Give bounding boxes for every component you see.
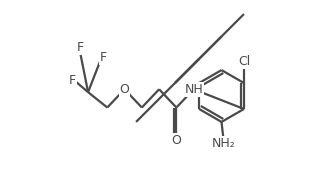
Text: Cl: Cl bbox=[238, 55, 250, 68]
Text: F: F bbox=[69, 74, 76, 87]
Text: NH₂: NH₂ bbox=[212, 137, 235, 150]
Text: F: F bbox=[77, 41, 84, 54]
Text: F: F bbox=[100, 51, 107, 64]
Text: O: O bbox=[120, 83, 130, 96]
Text: O: O bbox=[171, 134, 181, 147]
Text: NH: NH bbox=[184, 83, 203, 96]
